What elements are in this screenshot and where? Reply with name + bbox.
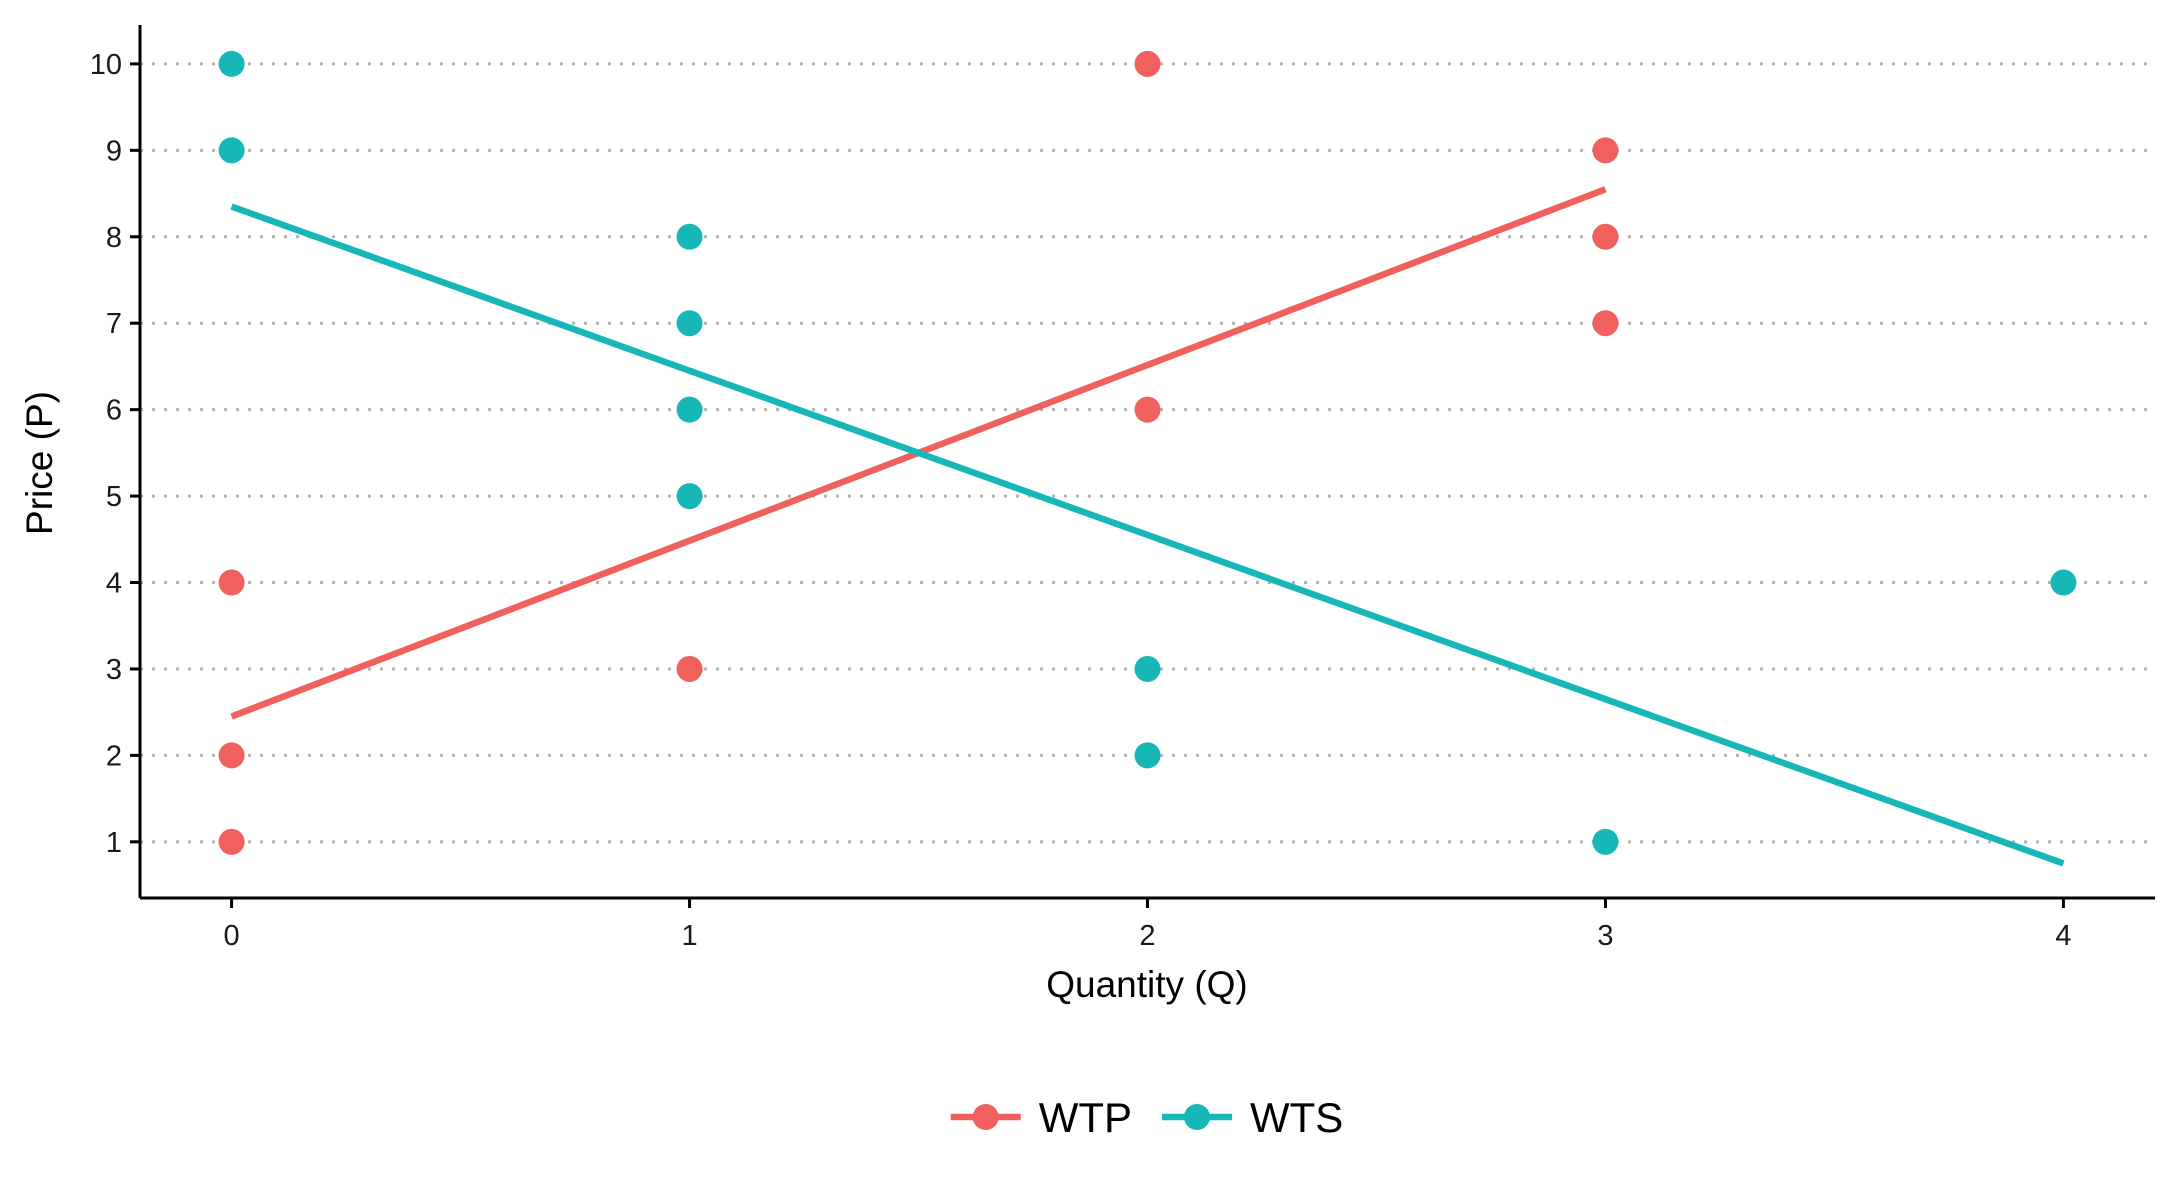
x-axis-title: Quantity (Q) [1046,964,1248,1005]
legend-label: WTS [1250,1094,1343,1141]
point-wtp [1592,310,1619,337]
y-tick-label: 2 [106,740,122,772]
y-tick-label: 5 [106,481,122,513]
legend-key-point [972,1104,999,1130]
point-wts [676,396,703,423]
point-wtp [218,828,245,855]
x-tick-label: 0 [224,920,240,952]
legend-label: WTP [1039,1094,1132,1141]
point-wtp [1592,223,1619,250]
y-tick-label: 10 [90,49,122,81]
point-wts [1592,828,1619,855]
point-wts [218,137,245,164]
y-tick-label: 1 [106,827,122,859]
x-tick-label: 1 [681,920,697,952]
point-wtp [1134,50,1161,77]
x-tick-label: 2 [1139,920,1155,952]
point-wts [676,223,703,250]
y-tick-label: 4 [106,568,122,600]
point-wtp [218,742,245,769]
y-tick-label: 8 [106,222,122,254]
point-wts [1134,655,1161,682]
y-tick-label: 7 [106,308,122,340]
legend-item-wts: WTS [1162,1094,1343,1141]
point-wtp [1592,137,1619,164]
point-wtp [676,655,703,682]
point-wts [676,310,703,337]
ticks: 1 2 3 4 5 6 7 8 9 10 0 1 2 3 4 [90,49,2072,952]
fit-lines [230,186,2065,867]
fit-line-wts [230,203,2065,867]
point-wts [676,483,703,510]
point-wtp [218,569,245,596]
legend: WTP WTS [950,1094,1343,1141]
x-tick-label: 4 [2055,920,2071,952]
point-wts [1134,742,1161,769]
y-tick-label: 3 [106,654,122,686]
data-points [218,50,2077,855]
point-wtp [1134,396,1161,423]
y-tick-label: 9 [106,135,122,167]
point-wts [218,50,245,77]
x-tick-label: 3 [1597,920,1613,952]
y-tick-label: 6 [106,395,122,427]
grid-lines [140,62,2155,844]
legend-key-point [1184,1104,1210,1130]
point-wts [2050,569,2077,596]
y-axis-title: Price (P) [19,391,60,535]
legend-item-wtp: WTP [950,1094,1132,1141]
